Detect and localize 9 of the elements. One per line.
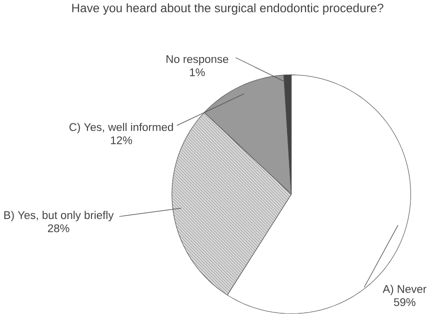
data-label: 12% [110, 136, 132, 144]
chart-title: Have you heard about the surgical endodontic procedure? [72, 3, 384, 15]
data-label: 59% [394, 298, 416, 306]
data-label: 1% [190, 68, 205, 76]
slice-label: B) Yes, but only briefly [4, 210, 114, 222]
slice-label: No response [166, 55, 228, 66]
slice-label: A) Never [382, 284, 426, 296]
slice-label: C) Yes, well informed [69, 122, 173, 134]
data-label: 28% [48, 224, 70, 232]
